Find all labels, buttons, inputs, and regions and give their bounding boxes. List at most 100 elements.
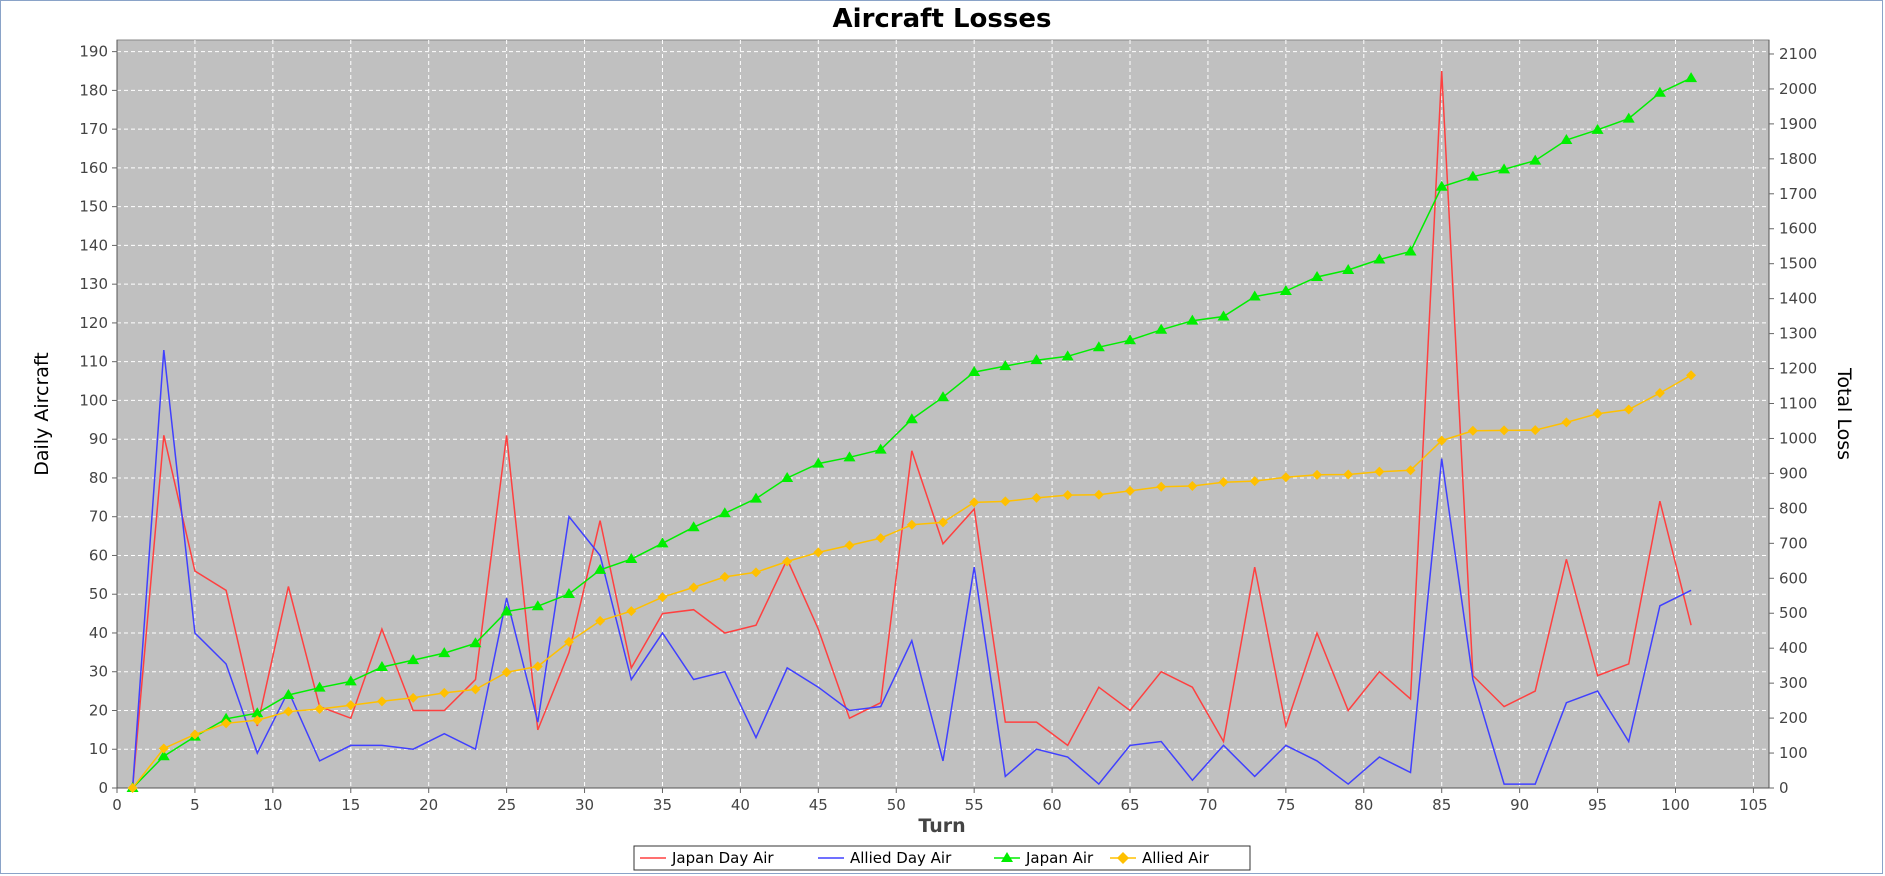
data-point-allied-air [283,706,294,717]
data-point-allied-air [1686,370,1697,381]
data-point-japan-air [157,750,170,761]
x-tick-label: 15 [341,796,360,814]
y-tick-label: 160 [79,159,108,177]
x-tick-label: 45 [809,796,828,814]
y2-axis-ticks: 0 100 200 300 400 500 600 700 800 900 1000 1100 1200… [1769,45,1817,797]
data-point-allied-air [1405,465,1416,476]
data-point-japan-air [220,712,233,723]
data-point-japan-air [1653,86,1666,97]
data-point-japan-air [438,647,451,658]
y-tick-label: 110 [79,353,108,371]
x-tick-label: 70 [1198,796,1217,814]
data-point-allied-air [813,547,824,558]
data-point-allied-air [345,700,356,711]
data-point-japan-air [1435,180,1448,191]
data-point-allied-air [1654,388,1665,399]
y2-axis-label: Total Loss [1833,367,1855,460]
data-point-allied-air [1218,477,1229,488]
x-tick-label: 85 [1432,796,1451,814]
data-point-allied-air [1000,496,1011,507]
x-tick-label: 100 [1661,796,1690,814]
data-point-allied-air [252,715,263,726]
data-point-allied-air [844,540,855,551]
y-tick-label: 100 [79,391,108,409]
y-axis-ticks: 0 10 20 30 40 50 60 70 80 90 100 110 120 130 140 150 160… [79,43,117,797]
y-tick-label: 20 [89,701,108,719]
data-point-allied-air [1187,481,1198,492]
legend-item-allied-day-air: Allied Day Air [818,849,952,867]
data-point-allied-air [1280,472,1291,483]
legend-item-allied-air: Allied Air [1110,849,1210,867]
data-point-allied-air [906,519,917,530]
data-point-allied-air [719,571,730,582]
series-allied-air [127,370,1697,793]
data-point-japan-air [999,360,1012,371]
data-point-japan-air [1030,354,1043,365]
data-point-japan-air [1217,310,1230,321]
y2-tick-label: 900 [1779,464,1808,482]
x-tick-label: 55 [965,796,984,814]
y2-tick-label: 1800 [1779,150,1817,168]
series-layer [126,70,1698,793]
y-tick-label: 60 [89,546,108,564]
data-point-japan-air [1279,284,1292,295]
y2-tick-label: 1200 [1779,360,1817,378]
data-point-allied-air [532,661,543,672]
legend-box [633,845,1251,871]
data-point-allied-air [1156,481,1167,492]
x-tick-label: 50 [887,796,906,814]
x-tick-label: 0 [112,796,122,814]
data-point-japan-air [625,553,638,564]
x-tick-label: 60 [1043,796,1062,814]
y2-tick-label: 1500 [1779,255,1817,273]
x-tick-label: 25 [497,796,516,814]
y-axis-label: Daily Aircraft [31,352,53,476]
axes [116,40,1770,789]
data-point-allied-air [875,533,886,544]
y-tick-label: 70 [89,508,108,526]
data-point-allied-air [1467,425,1478,436]
data-point-japan-air [1529,154,1542,165]
data-point-allied-air [563,636,574,647]
data-point-allied-air [1125,485,1136,496]
y2-tick-label: 500 [1779,604,1808,622]
data-point-allied-air [1530,425,1541,436]
x-tick-label: 30 [575,796,594,814]
y2-tick-label: 700 [1779,534,1808,552]
x-axis-label: Turn [918,815,965,837]
data-point-allied-air [470,684,481,695]
x-tick-label: 105 [1739,796,1768,814]
y-tick-label: 40 [89,624,108,642]
data-point-japan-air [1591,123,1604,134]
series-line-allied-day-air [131,350,1692,789]
legend-label: Allied Air [1142,849,1210,867]
data-point-allied-air [376,696,387,707]
data-point-allied-air [314,704,325,715]
y2-tick-label: 1900 [1779,115,1817,133]
data-point-allied-air [221,718,232,729]
data-point-japan-air [1560,133,1573,144]
data-point-allied-air [750,567,761,578]
y-tick-label: 150 [79,198,108,216]
data-point-allied-air [408,692,419,703]
series-japan-day-air [131,70,1692,789]
data-point-allied-air [158,743,169,754]
data-point-allied-air [1343,469,1354,480]
data-point-allied-air [657,592,668,603]
y2-tick-label: 1700 [1779,185,1817,203]
chart-title: Aircraft Losses [833,4,1052,34]
data-point-allied-air [1592,408,1603,419]
data-point-japan-air [1186,314,1199,325]
y2-tick-label: 1300 [1779,325,1817,343]
data-point-japan-air [344,675,357,686]
y-tick-label: 0 [98,779,108,797]
data-point-japan-air [1404,245,1417,256]
data-point-japan-air [282,689,295,700]
y-tick-label: 30 [89,663,108,681]
y-tick-label: 130 [79,275,108,293]
x-tick-label: 95 [1588,796,1607,814]
data-point-allied-air [688,582,699,593]
data-point-japan-air [1155,323,1168,334]
data-point-japan-air [1466,170,1479,181]
